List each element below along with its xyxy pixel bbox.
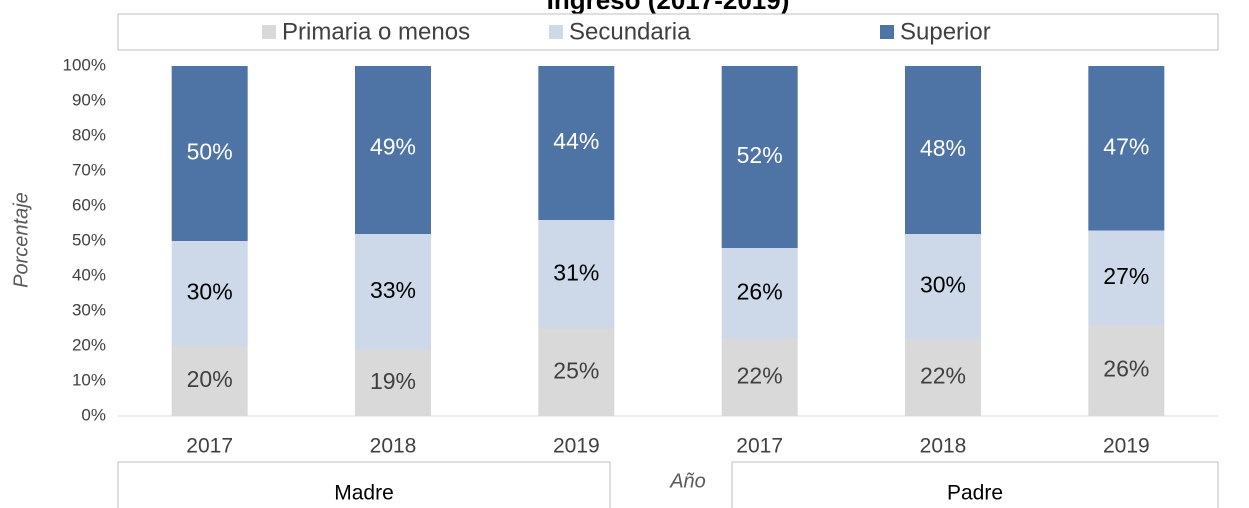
data-label: 31% xyxy=(553,259,599,285)
data-label: 22% xyxy=(920,363,966,389)
legend-box xyxy=(117,13,1219,51)
bars xyxy=(171,66,1165,416)
data-label: 22% xyxy=(737,363,783,389)
data-label: 19% xyxy=(370,368,416,394)
y-tick-label: 100% xyxy=(63,55,106,74)
data-label: 26% xyxy=(1103,356,1149,382)
bar-segment xyxy=(538,220,615,329)
group-box xyxy=(117,461,611,508)
y-tick-label: 20% xyxy=(72,335,106,354)
bar-segment xyxy=(355,349,431,416)
x-tick-label: 2018 xyxy=(920,435,967,458)
bar-segment xyxy=(721,248,798,339)
data-label: 30% xyxy=(187,279,233,305)
bar-segment xyxy=(721,339,798,416)
bar-segment xyxy=(355,234,431,350)
data-label: 27% xyxy=(1103,263,1149,289)
group-label: Madre xyxy=(334,482,394,505)
legend-label: Primaria o menos xyxy=(282,18,470,45)
bar-segment xyxy=(171,346,248,416)
chart-title: Ingreso (2017-2019) xyxy=(547,0,790,15)
data-label: 33% xyxy=(370,277,416,303)
y-tick-label: 80% xyxy=(72,125,106,144)
x-tick-label: 2017 xyxy=(736,435,783,458)
x-tick-label: 2019 xyxy=(1103,435,1150,458)
data-label: 25% xyxy=(553,357,599,383)
data-label: 26% xyxy=(737,279,783,305)
y-tick-label: 30% xyxy=(72,300,106,319)
bar-segment xyxy=(721,66,798,248)
x-tick-label: 2017 xyxy=(186,435,233,458)
y-tick-label: 40% xyxy=(72,265,106,284)
bar-segment xyxy=(905,339,981,416)
data-label: 48% xyxy=(920,135,966,161)
legend-swatch xyxy=(262,25,276,39)
bar-segment xyxy=(905,66,981,234)
y-tick-label: 50% xyxy=(72,230,106,249)
bar-segment xyxy=(1088,230,1165,325)
y-tick-label: 60% xyxy=(72,195,106,214)
legend-swatch xyxy=(549,25,563,39)
data-label: 50% xyxy=(187,139,233,165)
legend-label: Secundaria xyxy=(569,18,691,45)
x-axis-label: Año xyxy=(669,470,706,492)
data-label: 47% xyxy=(1103,133,1149,159)
data-label: 44% xyxy=(553,128,599,154)
legend-label: Superior xyxy=(900,18,991,45)
y-tick-label: 90% xyxy=(72,90,106,109)
bar-segment xyxy=(355,66,431,234)
data-label: 20% xyxy=(187,366,233,392)
bar-segment xyxy=(171,241,248,346)
bar-segment xyxy=(171,66,248,241)
bar-segment xyxy=(1088,66,1165,231)
x-tick-label: 2018 xyxy=(370,435,417,458)
legend-swatch xyxy=(880,25,894,39)
data-label: 30% xyxy=(920,272,966,298)
y-axis-label: Porcentaje xyxy=(10,192,32,288)
group-box xyxy=(731,461,1219,508)
bar-segment xyxy=(1088,325,1165,416)
bar-segment xyxy=(538,328,615,416)
x-tick-label: 2019 xyxy=(553,435,600,458)
y-tick-label: 10% xyxy=(72,370,106,389)
data-label: 49% xyxy=(370,133,416,159)
bar-segment xyxy=(538,66,615,220)
bar-segment xyxy=(905,234,981,339)
data-label: 52% xyxy=(737,142,783,168)
y-tick-label: 70% xyxy=(72,160,106,179)
group-label: Padre xyxy=(947,482,1003,505)
y-tick-label: 0% xyxy=(81,405,106,424)
